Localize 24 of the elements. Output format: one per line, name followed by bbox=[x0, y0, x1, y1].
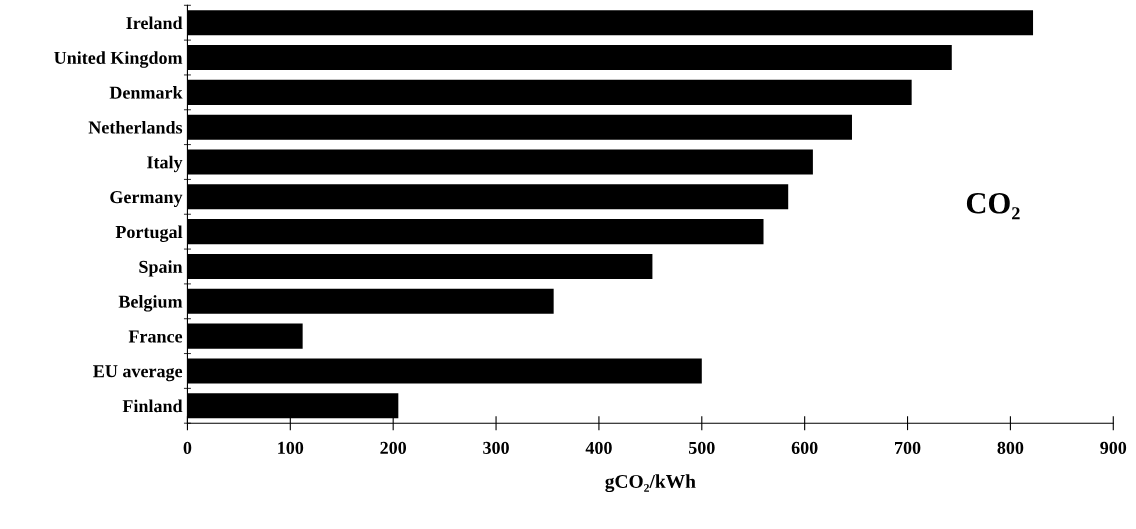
y-tick-label: Denmark bbox=[109, 86, 183, 99]
x-tick-label: 900 bbox=[1100, 441, 1127, 454]
x-tick-label: 800 bbox=[997, 441, 1024, 454]
x-tick-label: 300 bbox=[483, 441, 509, 454]
x-tick-label: 500 bbox=[688, 441, 715, 454]
y-tick-label: France bbox=[128, 330, 183, 343]
y-tick-label: EU average bbox=[93, 365, 183, 382]
y-tick-label: United Kingdom bbox=[54, 51, 183, 68]
x-axis-title: gCO₂/kWh bbox=[605, 474, 696, 493]
x-tick-label: 200 bbox=[380, 441, 407, 454]
x-tick-label: 400 bbox=[585, 441, 612, 454]
annotation: CO₂ bbox=[966, 193, 1020, 220]
y-tick-label: Ireland bbox=[126, 16, 183, 30]
y-tick-label: Finland bbox=[122, 399, 183, 413]
y-tick-label: Portugal bbox=[115, 225, 183, 242]
y-tick-label: Spain bbox=[139, 260, 183, 277]
y-tick-label: Italy bbox=[147, 155, 183, 173]
y-tick-label: Belgium bbox=[118, 295, 183, 312]
x-tick-label: 100 bbox=[278, 441, 304, 454]
x-tick-label: 0 bbox=[183, 441, 192, 454]
y-tick-label: Germany bbox=[110, 191, 183, 207]
x-tick-label: 600 bbox=[791, 441, 818, 454]
x-tick-label: 700 bbox=[895, 441, 921, 454]
y-tick-label: Netherlands bbox=[88, 120, 183, 134]
